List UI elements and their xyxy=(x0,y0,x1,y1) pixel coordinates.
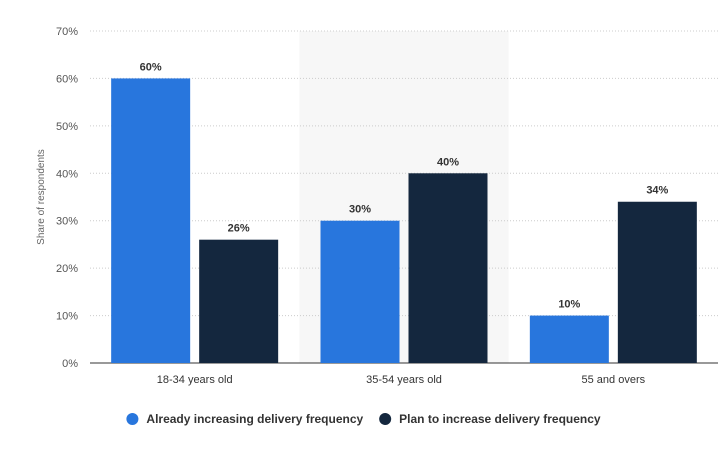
legend-label: Already increasing delivery frequency xyxy=(146,412,363,426)
legend[interactable]: Already increasing delivery frequency Pla… xyxy=(126,412,601,426)
x-axis-categories: 18-34 years old 35-54 years old 55 and ove… xyxy=(157,374,646,386)
legend-marker xyxy=(379,413,392,425)
bar[interactable] xyxy=(529,315,609,363)
grid-lines xyxy=(90,30,718,364)
data-label: 60% xyxy=(140,61,162,73)
legend-label: Plan to increase delivery frequency xyxy=(399,412,601,426)
y-axis-ticks: 0% 10% 20% 30% 40% 50% 60% 70% xyxy=(56,26,78,370)
x-tick-label: 55 and overs xyxy=(582,374,646,386)
y-axis-title: Share of respondents xyxy=(36,149,47,245)
data-labels: 60% 26% 30% 40% 10% 34% xyxy=(140,61,669,310)
y-tick-label: 30% xyxy=(56,216,78,228)
legend-item[interactable]: Plan to increase delivery frequency xyxy=(379,412,601,426)
legend-item[interactable]: Already increasing delivery frequency xyxy=(126,412,363,426)
y-tick-label: 10% xyxy=(56,311,78,323)
bar[interactable] xyxy=(617,201,697,363)
legend-marker xyxy=(126,413,139,425)
data-label: 34% xyxy=(646,185,668,197)
bar[interactable] xyxy=(111,78,191,363)
y-tick-label: 40% xyxy=(56,168,78,180)
bar[interactable] xyxy=(408,173,488,363)
y-tick-label: 50% xyxy=(56,121,78,133)
bars xyxy=(111,78,697,363)
y-tick-label: 70% xyxy=(56,26,78,38)
data-label: 30% xyxy=(349,204,371,216)
y-tick-label: 0% xyxy=(62,358,78,370)
data-label: 40% xyxy=(437,156,459,168)
y-tick-label: 60% xyxy=(56,73,78,85)
data-label: 10% xyxy=(558,299,580,311)
x-tick-label: 18-34 years old xyxy=(157,374,233,386)
x-tick-label: 35-54 years old xyxy=(366,374,442,386)
bar[interactable] xyxy=(199,239,279,363)
bar[interactable] xyxy=(320,220,400,363)
y-tick-label: 20% xyxy=(56,263,78,275)
data-label: 26% xyxy=(228,223,250,235)
